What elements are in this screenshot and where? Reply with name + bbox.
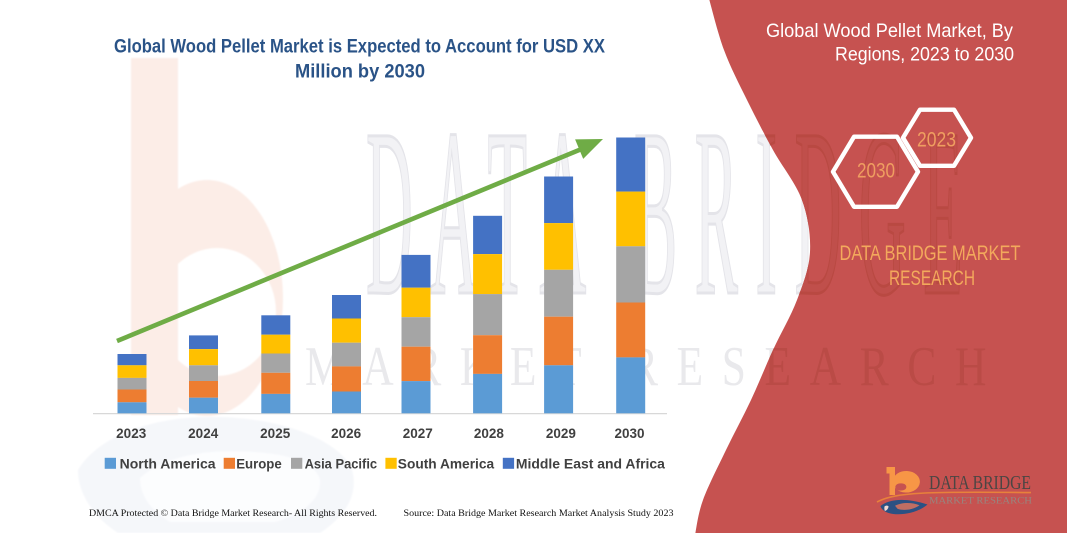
svg-text:Source: Data Bridge Market Res: Source: Data Bridge Market Research Mark…: [404, 509, 674, 519]
svg-text:2028: 2028: [474, 426, 505, 441]
svg-text:2027: 2027: [403, 426, 433, 441]
svg-text:Million by 2030: Million by 2030: [295, 61, 425, 83]
svg-text:Global Wood Pellet Market, By: Global Wood Pellet Market, By: [766, 20, 1013, 42]
svg-text:Regions, 2023 to 2030: Regions, 2023 to 2030: [835, 43, 1014, 65]
svg-text:DATA BRIDGE: DATA BRIDGE: [929, 472, 1031, 494]
svg-text:MARKET RESEARCH: MARKET RESEARCH: [929, 497, 1032, 507]
svg-text:2026: 2026: [331, 426, 362, 441]
svg-text:Asia Pacific: Asia Pacific: [305, 456, 378, 472]
svg-text:2023: 2023: [116, 426, 147, 441]
svg-text:2025: 2025: [260, 426, 291, 441]
svg-text:South America: South America: [398, 456, 495, 472]
svg-text:2024: 2024: [188, 426, 219, 441]
svg-text:2030: 2030: [857, 160, 895, 183]
svg-text:Middle East and Africa: Middle East and Africa: [516, 456, 665, 472]
svg-text:Europe: Europe: [236, 456, 282, 472]
svg-text:RESEARCH: RESEARCH: [889, 267, 975, 290]
svg-text:2030: 2030: [614, 426, 644, 441]
svg-text:2029: 2029: [546, 426, 576, 441]
svg-text:DATA BRIDGE MARKET: DATA BRIDGE MARKET: [840, 242, 1021, 265]
svg-text:North America: North America: [120, 456, 216, 472]
svg-text:DMCA Protected © Data Bridge M: DMCA Protected © Data Bridge Market Rese…: [89, 508, 377, 519]
svg-text:2023: 2023: [917, 129, 956, 152]
svg-text:Global Wood Pellet Market is E: Global Wood Pellet Market is Expected to…: [114, 36, 605, 58]
